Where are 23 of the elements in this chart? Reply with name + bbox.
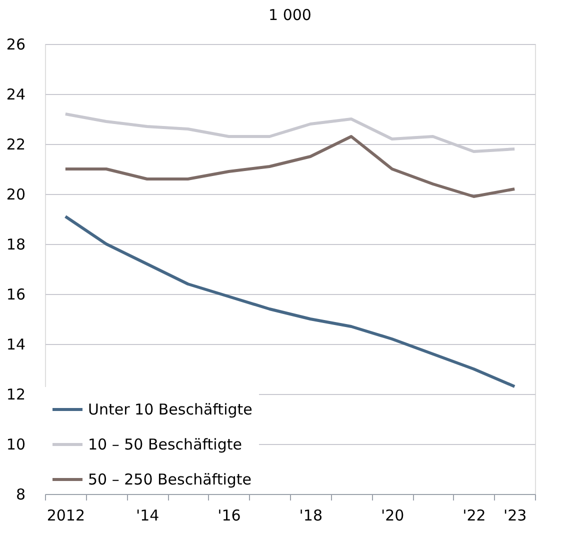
y-tick-label: 22 xyxy=(6,136,26,154)
y-tick-label: 10 xyxy=(6,436,26,454)
y-tick-label: 16 xyxy=(6,286,26,304)
x-tick-label: '22 xyxy=(462,506,486,524)
y-tick-label: 20 xyxy=(6,186,26,204)
x-tick-label: '16 xyxy=(218,506,241,524)
legend-label: 10 – 50 Beschäftigte xyxy=(88,436,242,454)
x-tick-label: '20 xyxy=(380,506,404,524)
line-series xyxy=(64,215,516,388)
y-tick-label: 8 xyxy=(16,486,26,504)
line-series xyxy=(64,135,516,198)
y-tick-label: 24 xyxy=(6,86,26,104)
x-tick-label: '23 xyxy=(503,506,527,524)
y-tick-label: 14 xyxy=(6,336,26,354)
x-tick-label: '18 xyxy=(299,506,323,524)
x-tick-label: '14 xyxy=(136,506,160,524)
legend-label: Unter 10 Beschäftigte xyxy=(88,400,252,418)
y-tick-label: 18 xyxy=(6,236,26,254)
legend-label: 50 – 250 Beschäftigte xyxy=(88,470,252,488)
y-tick-label: 26 xyxy=(6,36,26,54)
x-tick-label: 2012 xyxy=(46,506,86,524)
chart-title: 1 000 xyxy=(268,6,312,24)
y-tick-label: 12 xyxy=(6,386,26,404)
